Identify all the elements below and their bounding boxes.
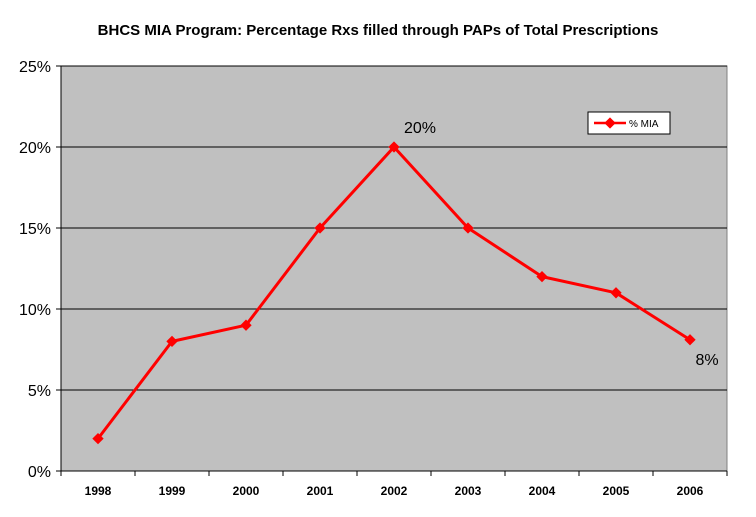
data-point-marker bbox=[388, 141, 400, 153]
x-tick-label: 1998 bbox=[85, 484, 112, 498]
x-tick-label: 2006 bbox=[677, 484, 704, 498]
y-tick-label: 5% bbox=[28, 383, 51, 400]
x-tick-label: 1999 bbox=[159, 484, 186, 498]
series-layer bbox=[92, 141, 696, 445]
x-tick-label: 2005 bbox=[603, 484, 630, 498]
data-point-marker bbox=[240, 319, 252, 331]
data-point-marker bbox=[536, 270, 548, 283]
x-tick-label: 2003 bbox=[455, 484, 482, 498]
x-tick-label: 2001 bbox=[307, 484, 334, 498]
data-point-marker bbox=[314, 222, 326, 234]
y-tick-label: 25% bbox=[19, 59, 51, 76]
chart-title: BHCS MIA Program: Percentage Rxs filled … bbox=[97, 22, 659, 39]
legend-label: % MIA bbox=[629, 119, 659, 130]
data-label: 20% bbox=[404, 120, 436, 137]
data-point-marker bbox=[684, 334, 696, 346]
y-tick-label: 20% bbox=[19, 140, 51, 157]
gridlines bbox=[61, 65, 727, 391]
x-tick-label: 2000 bbox=[233, 484, 260, 498]
data-point-marker bbox=[166, 335, 178, 348]
legend: % MIA bbox=[587, 111, 671, 135]
axes: 0% 5% 10% 15% 20% 25% 1998 1999 2000 2001 2002 2003… bbox=[19, 59, 728, 498]
y-tick-label: 10% bbox=[19, 302, 51, 319]
x-tick-label: 2002 bbox=[381, 484, 408, 498]
y-tick-label: 15% bbox=[19, 221, 51, 238]
x-tick-label: 2004 bbox=[529, 484, 556, 498]
y-tick-label: 0% bbox=[28, 464, 51, 481]
data-labels: 20% 8% bbox=[404, 120, 719, 369]
data-point-marker bbox=[610, 287, 622, 299]
legend-box bbox=[587, 111, 671, 135]
data-label: 8% bbox=[695, 352, 718, 369]
data-point-marker bbox=[462, 222, 474, 234]
